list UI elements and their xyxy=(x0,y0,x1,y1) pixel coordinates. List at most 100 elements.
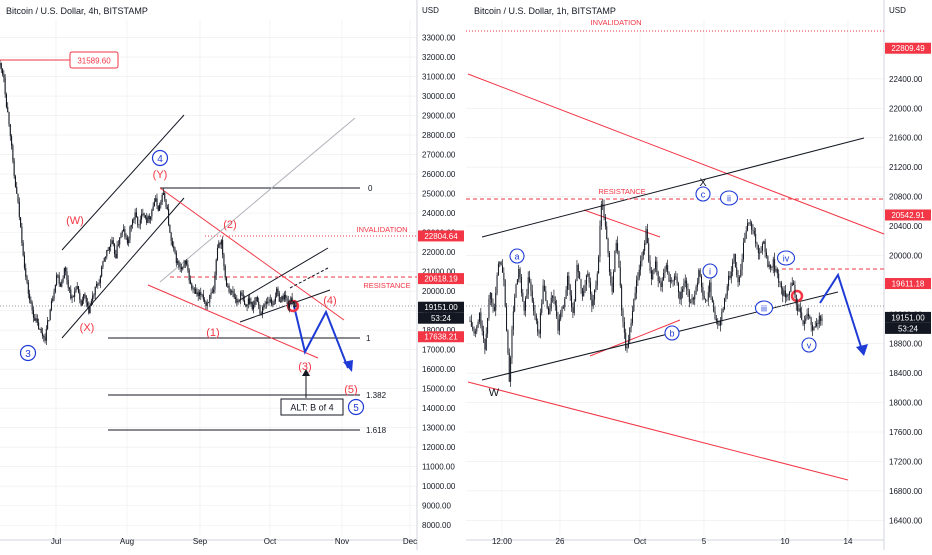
candle-body xyxy=(747,223,749,231)
candle-body xyxy=(174,248,176,253)
wave-text: v xyxy=(807,341,812,351)
y-tick-label: 25000.00 xyxy=(422,190,456,199)
right-chart-panel[interactable]: Bitcoin / U.S. Dollar, 1h, BITSTAMP USD … xyxy=(466,0,931,550)
y-tick-label: 22000.00 xyxy=(889,104,923,113)
triangle-upper-line xyxy=(239,247,329,301)
price-label-box xyxy=(418,331,464,343)
price-label-box xyxy=(418,301,464,313)
price-label-text: 17638.21 xyxy=(424,333,458,342)
candle-body xyxy=(569,285,571,296)
candle-body xyxy=(74,291,76,297)
candle-body xyxy=(604,216,606,227)
candle-body xyxy=(153,201,155,207)
candle-body xyxy=(695,286,697,295)
fib-1618-label: 1.618 xyxy=(366,426,387,435)
price-label-text: 20618.19 xyxy=(424,275,458,284)
candle-body xyxy=(207,302,210,304)
fib-0-label: 0 xyxy=(368,184,373,193)
projection-arrowhead xyxy=(343,360,353,372)
candle-body xyxy=(178,261,180,267)
y-tick-label: 18000.00 xyxy=(422,326,456,335)
candle-body xyxy=(21,226,23,243)
right-projection-arrowhead xyxy=(856,344,868,356)
candle-body xyxy=(182,267,184,270)
candle-body xyxy=(768,264,770,267)
candle-body xyxy=(150,216,152,220)
candle-body xyxy=(619,267,621,286)
candle-body xyxy=(20,217,22,227)
price-label-text: 53:24 xyxy=(898,324,919,333)
y-tick-label: 12000.00 xyxy=(422,443,456,452)
candle-body xyxy=(794,285,796,295)
candle-body xyxy=(533,301,535,312)
left-price-axis[interactable]: 33000.00 32000.00 31000.00 30000.00 29000.00… xyxy=(422,34,456,531)
candle-body xyxy=(492,302,494,307)
candle-body xyxy=(801,312,803,320)
candle-body xyxy=(566,275,568,290)
candle-body xyxy=(12,145,14,161)
y-tick-label: 24000.00 xyxy=(422,209,456,218)
candle-body xyxy=(80,299,82,306)
y-tick-label: 21600.00 xyxy=(889,134,923,143)
candle-body xyxy=(595,285,597,290)
candle-body xyxy=(286,297,288,301)
wave-X-label: (X) xyxy=(80,322,95,334)
candle-body xyxy=(177,261,179,263)
downtrend-lower-line xyxy=(147,284,319,359)
candle-body xyxy=(803,320,805,325)
left-time-axis[interactable]: Jul Aug Sep Oct Nov Dec xyxy=(51,537,417,546)
candle-body xyxy=(137,217,139,225)
candle-body xyxy=(565,289,567,299)
candle-body xyxy=(225,277,228,286)
wave-iv-marker: iv xyxy=(776,250,796,266)
candle-body xyxy=(812,325,814,331)
candle-body xyxy=(541,303,543,313)
candle-body xyxy=(495,293,497,311)
candle-body xyxy=(581,288,583,297)
candle-body xyxy=(599,225,601,257)
candle-body xyxy=(189,280,192,284)
high-label-text: 31589.60 xyxy=(77,57,111,66)
candle-body xyxy=(538,331,540,334)
candle-body xyxy=(687,288,689,292)
candle-body xyxy=(139,219,141,225)
candle-body xyxy=(703,295,705,300)
y-tick-label: 17600.00 xyxy=(889,428,923,437)
candle-body xyxy=(48,320,50,321)
candle-body xyxy=(820,315,822,321)
candle-body xyxy=(522,292,524,302)
candle-body xyxy=(75,288,77,292)
candle-body xyxy=(786,294,788,298)
candle-body xyxy=(585,275,587,285)
candle-body xyxy=(818,315,820,324)
wave-iii-marker: iii xyxy=(754,300,774,316)
candle-body xyxy=(698,270,700,283)
wave-4-label: 4 xyxy=(157,154,163,165)
candle-body xyxy=(281,296,283,303)
alt-box-text: ALT: B of 4 xyxy=(290,403,333,413)
candle-body xyxy=(214,275,216,290)
candle-body xyxy=(668,272,670,282)
candle-body xyxy=(171,240,174,246)
right-price-axis[interactable]: 22400.00 22000.00 21600.00 21200.00 20800.00… xyxy=(889,75,923,525)
candle-body xyxy=(187,264,189,271)
price-label: 22809.49 xyxy=(885,42,931,54)
channel-lower-line xyxy=(61,197,185,339)
price-label-text: 19611.18 xyxy=(892,280,925,289)
candle-body xyxy=(511,329,513,358)
candle-body xyxy=(542,285,544,304)
candle-body xyxy=(30,299,32,304)
candle-body xyxy=(3,74,5,78)
candle-body xyxy=(534,311,536,316)
candle-body xyxy=(780,282,782,289)
right-time-axis[interactable]: 12:00 26 Oct 5 10 14 xyxy=(492,537,853,546)
candle-body xyxy=(291,297,293,302)
candle-body xyxy=(806,313,808,319)
candle-body xyxy=(760,250,762,253)
left-chart-panel[interactable]: Bitcoin / U.S. Dollar, 4h, BITSTAMP USD xyxy=(0,0,464,550)
candle-body xyxy=(787,294,789,296)
candle-body xyxy=(193,288,195,290)
candle-body xyxy=(745,230,747,239)
candle-body xyxy=(692,297,694,300)
